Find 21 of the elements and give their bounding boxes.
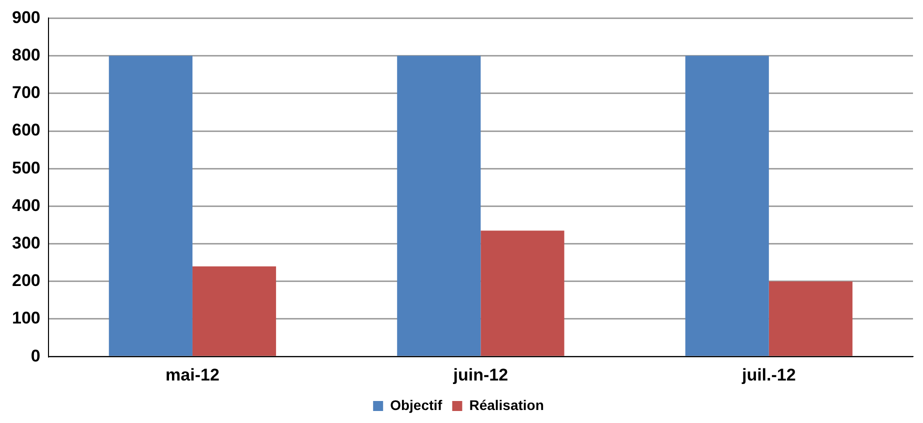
y-tick-label: 400 <box>12 196 40 215</box>
y-tick-label: 600 <box>12 120 40 140</box>
bar <box>768 281 852 356</box>
y-tick-label: 100 <box>12 308 40 328</box>
bar <box>192 266 276 356</box>
bar <box>108 56 192 356</box>
y-tick-label: 0 <box>30 346 40 366</box>
y-tick-label: 500 <box>12 158 40 178</box>
x-tick-label: juil.-12 <box>740 365 796 384</box>
y-tick-label: 700 <box>12 83 40 102</box>
y-tick-label: 800 <box>12 45 40 64</box>
bar <box>685 56 769 356</box>
bar <box>480 230 564 356</box>
x-tick-label: mai-12 <box>166 365 220 384</box>
legend-label: Objectif <box>390 396 443 413</box>
y-tick-label: 900 <box>12 8 40 27</box>
legend-label: Réalisation <box>469 396 544 413</box>
y-tick-label: 200 <box>12 271 40 290</box>
y-tick-label: 300 <box>12 233 40 252</box>
x-tick-label: juin-12 <box>452 365 508 384</box>
bar <box>397 56 481 356</box>
